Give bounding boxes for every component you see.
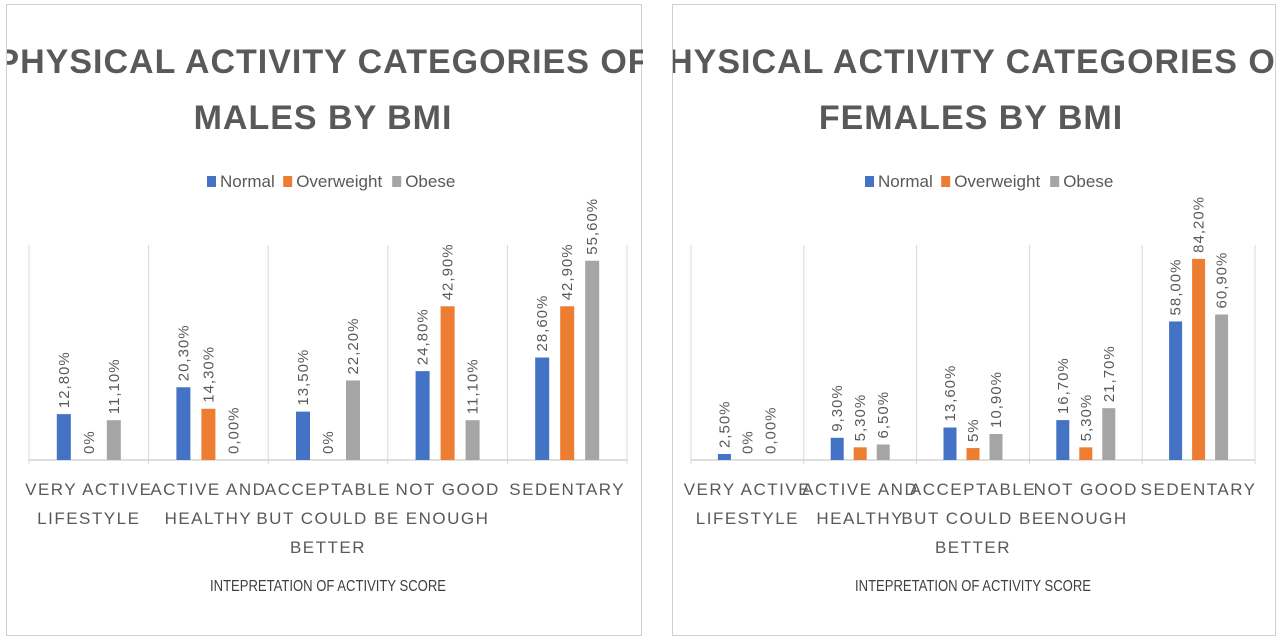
legend-label: Normal [220, 172, 275, 191]
bar-overweight-4 [560, 306, 575, 460]
data-label: 58,00% [1168, 259, 1185, 316]
category-label: NOT GOOD [395, 480, 499, 499]
bar-normal-0 [56, 414, 71, 460]
category-label: ACTIVE AND [150, 480, 266, 499]
x-axis-title: INTEPRETATION OF ACTIVITY SCORE [855, 578, 1091, 595]
bar-normal-2 [296, 411, 310, 460]
category-label: ENOUGH [1044, 509, 1128, 528]
data-label: 5% [965, 418, 982, 442]
legend-label: Obese [1063, 172, 1113, 191]
bar-normal-4 [1169, 321, 1183, 460]
bar-obese-3 [465, 420, 480, 460]
bar-obese-4 [1215, 314, 1229, 460]
data-label: 10,90% [988, 371, 1005, 428]
x-axis-title: INTEPRETATION OF ACTIVITY SCORE [210, 578, 446, 595]
data-label: 22,20% [345, 318, 362, 375]
data-label: 24,80% [415, 308, 432, 365]
legend-swatch-normal [207, 176, 216, 187]
data-label: 5,30% [852, 394, 869, 442]
data-label: 0,00% [225, 406, 242, 454]
bar-overweight-2 [966, 448, 980, 460]
chart-title-line: PHYSICAL ACTIVITY CATEGORIES OF [673, 43, 1277, 81]
data-label: 0,00% [762, 406, 779, 454]
data-label: 14,30% [200, 346, 217, 403]
data-label: 28,60% [534, 295, 551, 352]
chart-title-line: FEMALES BY BMI [819, 99, 1123, 137]
bar-overweight-1 [201, 408, 216, 460]
category-label: VERY ACTIVE [25, 480, 152, 499]
data-label: 21,70% [1101, 345, 1118, 402]
data-label: 13,60% [942, 365, 959, 422]
category-label: NOT GOOD [1034, 480, 1138, 499]
bar-normal-0 [717, 454, 731, 460]
category-label: BETTER [290, 538, 366, 557]
category-label: HEALTHY [165, 509, 253, 528]
chart-title-line: PHYSICAL ACTIVITY CATEGORIES OF [7, 43, 643, 81]
category-label: ACTIVE AND [802, 480, 918, 499]
bar-obese-0 [106, 420, 121, 460]
legend-label: Overweight [954, 172, 1040, 191]
bar-overweight-3 [440, 306, 455, 460]
bar-obese-3 [1102, 408, 1116, 460]
data-label: 55,60% [584, 198, 601, 255]
legend-swatch-obese [1050, 176, 1060, 187]
females-bar-chart: PHYSICAL ACTIVITY CATEGORIES OF FEMALES B… [673, 43, 1277, 595]
category-label: HEALTHY [816, 509, 904, 528]
data-label: 6,50% [875, 391, 892, 439]
bar-obese-1 [876, 444, 890, 460]
bar-obese-2 [346, 380, 360, 460]
data-label: 42,90% [440, 243, 457, 300]
bar-obese-4 [585, 260, 600, 460]
legend-swatch-obese [392, 176, 402, 187]
category-label: BUT COULD BE [256, 509, 399, 528]
category-label: BUT COULD BE [901, 509, 1044, 528]
legend-label: Normal [878, 172, 933, 191]
data-label: 11,10% [106, 358, 123, 414]
data-label: 60,90% [1214, 252, 1231, 309]
data-label: 20,30% [175, 324, 192, 381]
category-label: ENOUGH [406, 509, 490, 528]
data-label: 11,10% [465, 358, 482, 414]
data-label: 13,50% [295, 349, 312, 406]
chart-title-line: MALES BY BMI [194, 99, 453, 137]
data-label: 42,90% [559, 243, 576, 300]
category-label: ACCEPTABLE [265, 480, 391, 499]
bar-overweight-1 [853, 447, 867, 460]
legend-swatch-normal [865, 176, 874, 187]
bar-normal-1 [176, 387, 191, 460]
data-label: 0% [81, 430, 98, 454]
data-label: 9,30% [829, 384, 846, 432]
bar-overweight-4 [1192, 258, 1206, 460]
category-label: SEDENTARY [509, 480, 625, 499]
legend-label: Obese [405, 172, 455, 191]
bar-obese-2 [989, 433, 1003, 460]
category-label: ACCEPTABLE [910, 480, 1036, 499]
bar-normal-2 [943, 427, 957, 460]
males-chart-panel: PHYSICAL ACTIVITY CATEGORIES OF MALES BY … [6, 4, 643, 636]
bar-normal-3 [1056, 420, 1070, 460]
category-label: LIFESTYLE [37, 509, 140, 528]
males-bar-chart: PHYSICAL ACTIVITY CATEGORIES OF MALES BY … [7, 43, 643, 595]
bar-normal-4 [535, 357, 550, 460]
legend-swatch-overweight [941, 176, 951, 187]
category-label: LIFESTYLE [696, 509, 799, 528]
category-label: SEDENTARY [1141, 480, 1257, 499]
category-label: VERY ACTIVE [684, 480, 811, 499]
data-label: 16,70% [1055, 357, 1072, 414]
bar-normal-1 [830, 437, 844, 460]
data-label: 5,30% [1078, 394, 1095, 442]
bar-overweight-3 [1079, 447, 1093, 460]
legend-label: Overweight [296, 172, 382, 191]
data-label: 12,80% [56, 351, 73, 408]
category-label: BETTER [935, 538, 1011, 557]
bar-normal-3 [415, 371, 430, 460]
data-label: 0% [739, 430, 756, 454]
females-chart-panel: PHYSICAL ACTIVITY CATEGORIES OF FEMALES B… [672, 4, 1277, 636]
data-label: 0% [320, 430, 337, 454]
data-label: 2,50% [716, 400, 733, 448]
data-label: 84,20% [1191, 196, 1208, 253]
legend-swatch-overweight [283, 176, 293, 187]
